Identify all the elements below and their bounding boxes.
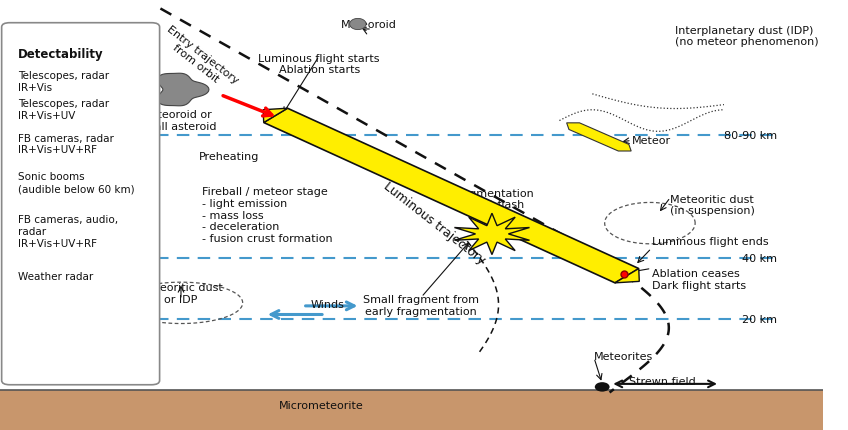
- Text: Weather radar: Weather radar: [18, 271, 93, 281]
- Text: Small fragment from
early fragmentation: Small fragment from early fragmentation: [363, 295, 479, 316]
- Polygon shape: [349, 19, 366, 31]
- Text: Entry trajectory
from orbit: Entry trajectory from orbit: [158, 24, 240, 95]
- FancyBboxPatch shape: [2, 24, 159, 385]
- Text: Meteor: Meteor: [632, 136, 671, 146]
- Text: Winds: Winds: [310, 299, 344, 310]
- Polygon shape: [455, 214, 529, 255]
- Text: Micrometeorite: Micrometeorite: [278, 400, 363, 410]
- Text: Luminous flight starts
Ablation starts: Luminous flight starts Ablation starts: [259, 54, 380, 75]
- Polygon shape: [158, 74, 209, 107]
- Text: Luminous flight ends: Luminous flight ends: [651, 236, 768, 246]
- Ellipse shape: [594, 382, 610, 392]
- Bar: [0, 390, 823, 430]
- Text: Fragmentation
event flash: Fragmentation event flash: [453, 188, 534, 210]
- Text: Fireball / meteor stage
- light emission
- mass loss
- deceleration
- fusion cru: Fireball / meteor stage - light emission…: [202, 187, 332, 243]
- Polygon shape: [566, 123, 631, 152]
- Text: FB cameras, audio,
radar
IR+Vis+UV+RF: FB cameras, audio, radar IR+Vis+UV+RF: [18, 215, 118, 248]
- Text: Preheating: Preheating: [198, 151, 259, 161]
- Text: Luminous trajectory: Luminous trajectory: [381, 179, 488, 266]
- Text: Meteoritic dust
(in suspension): Meteoritic dust (in suspension): [671, 194, 756, 216]
- Text: 80-90 km: 80-90 km: [724, 130, 778, 141]
- Text: Sonic booms
(audible below 60 km): Sonic booms (audible below 60 km): [18, 172, 135, 194]
- Text: Meteoroid or
small asteroid: Meteoroid or small asteroid: [137, 110, 216, 131]
- Polygon shape: [264, 109, 639, 283]
- Text: Telescopes, radar
IR+Vis: Telescopes, radar IR+Vis: [18, 71, 109, 92]
- Polygon shape: [263, 109, 287, 123]
- Text: Meteorites: Meteorites: [594, 351, 653, 361]
- Text: Meteoroid: Meteoroid: [341, 20, 397, 30]
- Polygon shape: [615, 269, 639, 283]
- Text: Strewn field: Strewn field: [629, 376, 695, 387]
- Text: 40 km: 40 km: [743, 253, 778, 263]
- Text: 20 km: 20 km: [743, 314, 778, 324]
- Text: Meteoritic dust
or IDP: Meteoritic dust or IDP: [139, 283, 223, 304]
- Text: FB cameras, radar
IR+Vis+UV+RF: FB cameras, radar IR+Vis+UV+RF: [18, 133, 114, 155]
- Text: Telescopes, radar
IR+Vis+UV: Telescopes, radar IR+Vis+UV: [18, 99, 109, 120]
- Text: Detectability: Detectability: [18, 48, 103, 61]
- Text: Interplanetary dust (IDP)
(no meteor phenomenon): Interplanetary dust (IDP) (no meteor phe…: [675, 26, 818, 47]
- Text: Ablation ceases
Dark flight starts: Ablation ceases Dark flight starts: [651, 269, 745, 290]
